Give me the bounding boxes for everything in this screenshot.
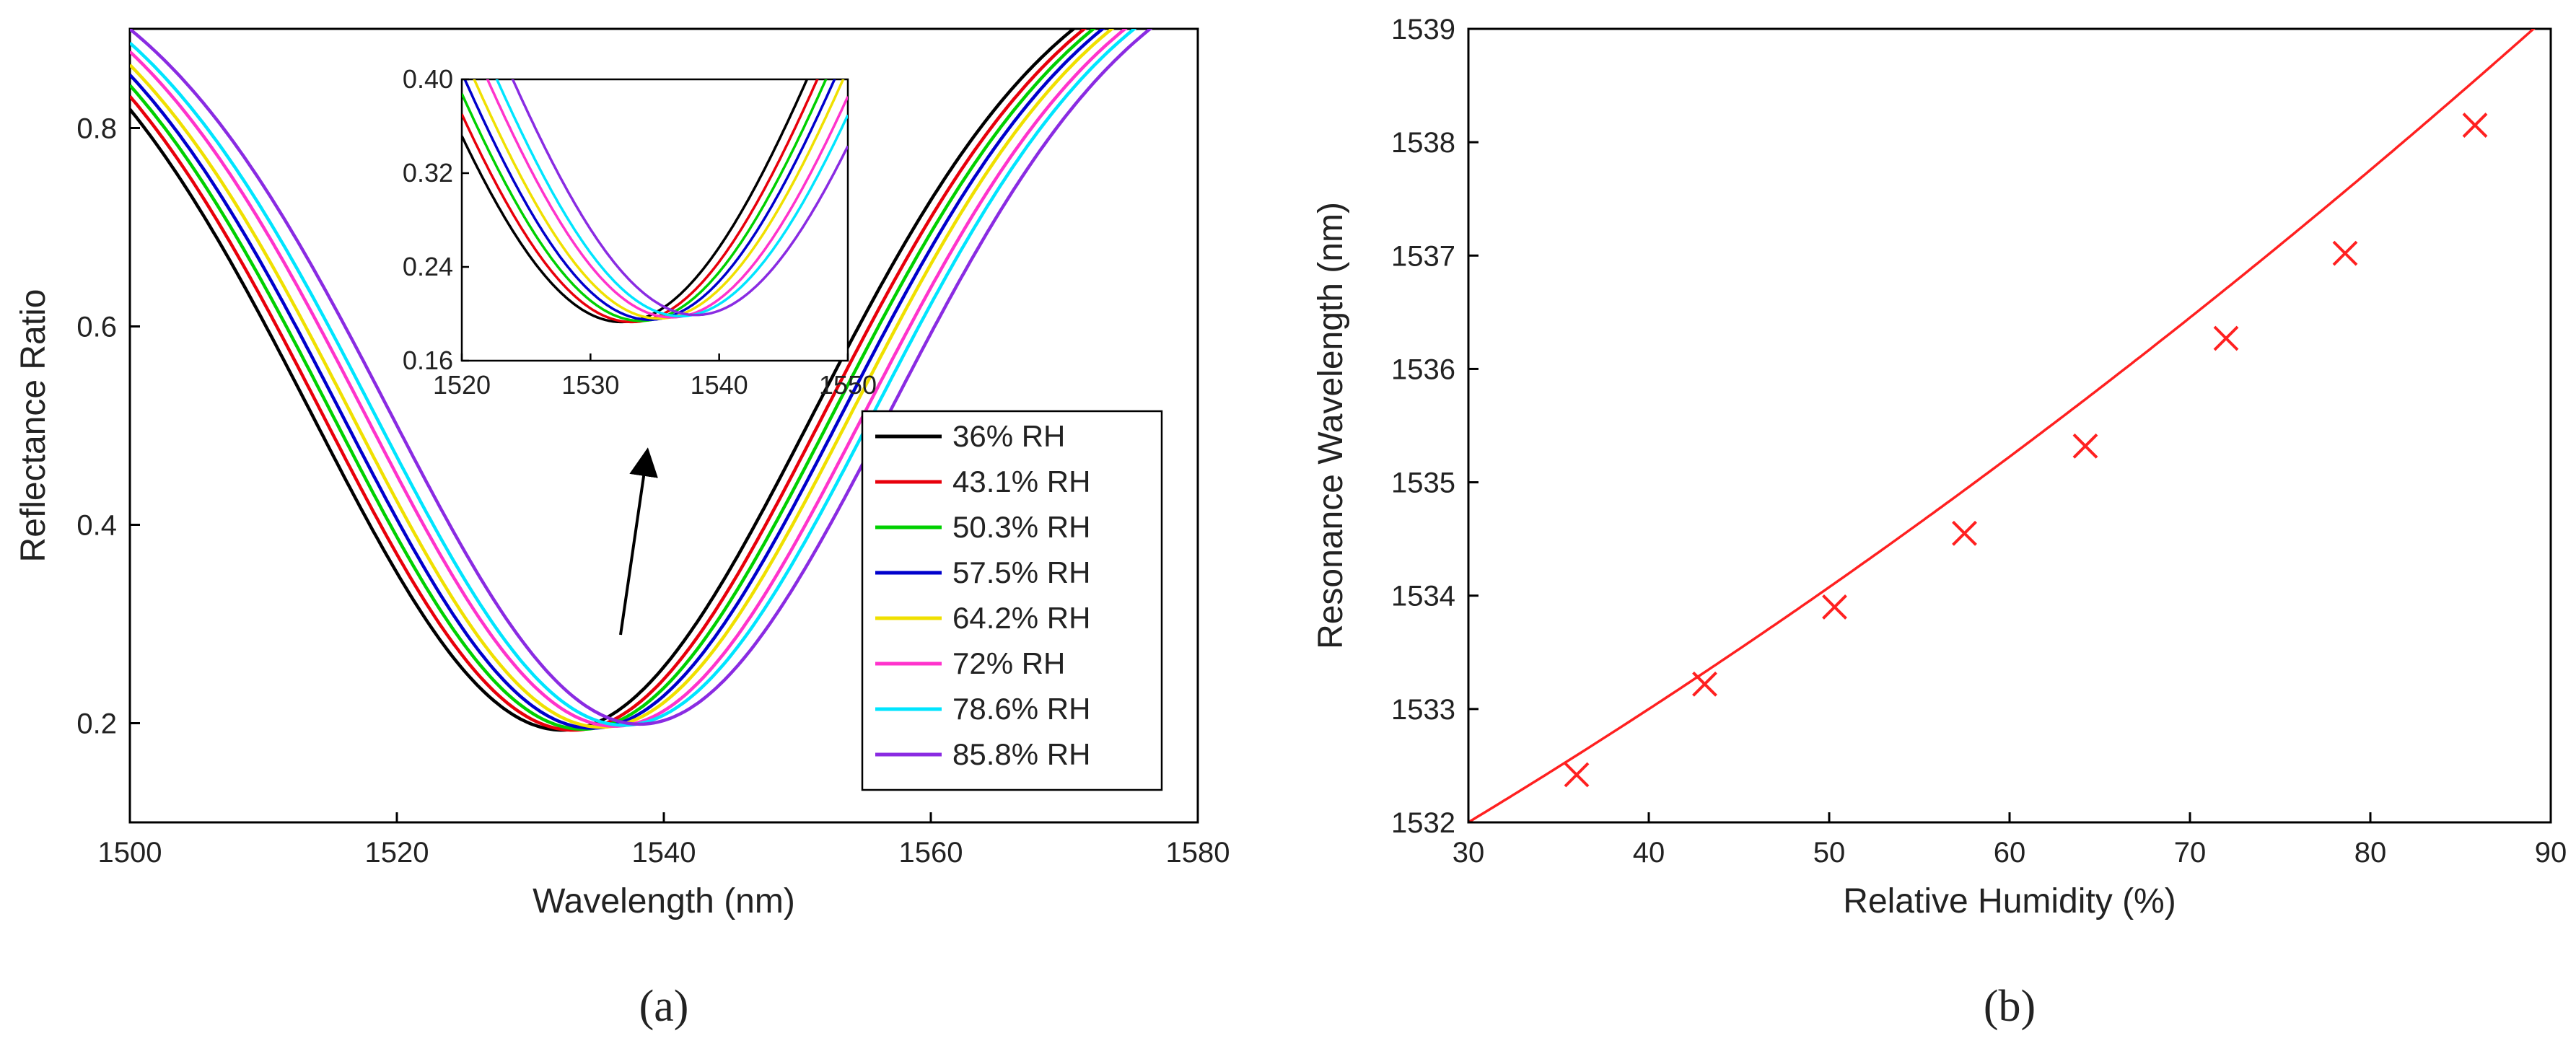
y-tick-label: 0.2 — [76, 708, 117, 740]
x-tick-label: 40 — [1633, 837, 1665, 869]
y-tick-label: 1537 — [1391, 240, 1455, 272]
legend-label: 85.8% RH — [952, 737, 1090, 771]
inset-x-tick-label: 1530 — [561, 370, 619, 400]
x-tick-label: 70 — [2174, 837, 2207, 869]
y-tick-label: 0.6 — [76, 312, 117, 343]
chart-a-ylabel: Reflectance Ratio — [14, 289, 53, 563]
legend-label: 64.2% RH — [952, 601, 1090, 635]
inset-curve-series-4 — [473, 79, 845, 320]
chart-b: 30 40 50 60 70 80 90 1532153315341535153615371… — [1312, 14, 2567, 1031]
chart-a-x-ticks: 1500 1520 1540 1560 1580 — [98, 812, 1230, 869]
inset-x-tick-label: 1520 — [433, 370, 491, 400]
inset-x-tick-label: 1540 — [691, 370, 748, 400]
legend-label: 57.5% RH — [952, 555, 1090, 589]
inset-y-ticks: 0.16 0.24 0.32 0.40 — [403, 64, 469, 375]
curve-series-4 — [130, 29, 1115, 729]
x-tick-label: 1520 — [365, 837, 429, 869]
legend-label: 50.3% RH — [952, 510, 1090, 544]
y-tick-label: 1535 — [1391, 467, 1455, 499]
curve-series-2 — [130, 29, 1096, 731]
data-point-marker — [2213, 325, 2239, 351]
curve-series-6 — [130, 29, 1137, 727]
chart-b-series — [1468, 29, 2536, 822]
inset-curves — [462, 79, 848, 324]
legend-label: 36% RH — [952, 419, 1065, 453]
curve-series-3 — [130, 29, 1105, 730]
y-tick-label: 0.4 — [76, 510, 117, 542]
inset-y-tick-label: 0.40 — [403, 64, 453, 94]
y-tick-label: 1533 — [1391, 694, 1455, 726]
chart-b-ylabel: Resonance Wavelength (nm) — [1312, 202, 1350, 649]
legend-label: 72% RH — [952, 646, 1065, 680]
y-tick-label: 1538 — [1391, 127, 1455, 159]
data-point-marker — [1822, 594, 1847, 620]
chart-a-y-ticks: 0.2 0.4 0.6 0.8 — [76, 113, 140, 740]
inset-y-tick-label: 0.16 — [403, 346, 453, 375]
y-tick-label: 1539 — [1391, 14, 1455, 45]
inset-curve-series-0 — [462, 79, 809, 324]
y-tick-label: 1532 — [1391, 807, 1455, 839]
x-tick-label: 1540 — [632, 837, 696, 869]
y-tick-label: 0.8 — [76, 113, 117, 145]
y-tick-label: 1534 — [1391, 581, 1455, 612]
chart-b-x-ticks: 30 40 50 60 70 80 90 — [1453, 812, 2567, 869]
data-point-marker — [2332, 240, 2358, 266]
curve-series-1 — [130, 29, 1087, 732]
x-tick-label: 90 — [2535, 837, 2567, 869]
curve-series-5 — [130, 29, 1128, 728]
curve-series-0 — [130, 29, 1077, 732]
data-point-marker — [2072, 433, 2098, 459]
chart-a-panel-label: (a) — [639, 982, 689, 1031]
x-tick-label: 30 — [1453, 837, 1485, 869]
inset-curve-series-7 — [511, 79, 848, 317]
inset-curve-series-5 — [486, 79, 848, 319]
legend-box — [861, 410, 1163, 791]
chart-b-xlabel: Relative Humidity (%) — [1843, 882, 2176, 920]
chart-b-plot-area — [1467, 27, 2552, 824]
legend-label: 43.1% RH — [952, 465, 1090, 498]
data-point-marker — [1564, 762, 1590, 788]
data-point-marker — [2462, 113, 2488, 138]
inset-curve-series-6 — [495, 79, 848, 318]
chart-a: 1500 1520 1540 1560 1580 0.2 0.4 0.6 0.8 Wavele… — [14, 27, 1230, 1031]
inset-x-ticks: 1520 1530 1540 1550 — [433, 353, 877, 400]
data-point-marker — [1952, 520, 1977, 546]
chart-a-shift-arrow — [619, 447, 658, 636]
x-tick-label: 50 — [1813, 837, 1846, 869]
chart-a-legend: 36% RH 43.1% RH 50.3% RH 57.5% RH 64.2% RH 72… — [861, 410, 1163, 791]
legend-label: 78.6% RH — [952, 692, 1090, 726]
x-tick-label: 1560 — [899, 837, 963, 869]
chart-a-inset: 1520 1530 1540 1550 0.16 0.24 0.32 0.40 — [403, 64, 877, 400]
x-tick-label: 1500 — [98, 837, 162, 869]
fit-line — [1468, 29, 2536, 822]
chart-b-panel-label: (b) — [1984, 982, 2036, 1031]
inset-x-tick-label: 1550 — [819, 370, 877, 400]
curve-series-7 — [130, 29, 1153, 726]
x-tick-label: 1580 — [1166, 837, 1230, 869]
x-tick-label: 80 — [2354, 837, 2387, 869]
y-tick-label: 1536 — [1391, 353, 1455, 385]
x-tick-label: 60 — [1994, 837, 2026, 869]
chart-a-xlabel: Wavelength (nm) — [533, 882, 795, 920]
inset-y-tick-label: 0.24 — [403, 252, 453, 281]
data-point-marker — [1692, 671, 1717, 697]
inset-y-tick-label: 0.32 — [403, 158, 453, 188]
chart-b-y-ticks: 1532 1533 1534 1535 1536 1537 1538 1539 — [1391, 14, 1478, 839]
chart-a-curves — [130, 29, 1153, 732]
